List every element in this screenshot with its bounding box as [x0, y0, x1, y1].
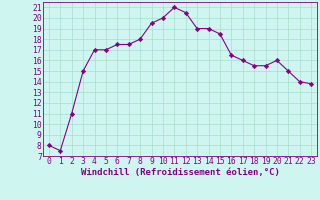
X-axis label: Windchill (Refroidissement éolien,°C): Windchill (Refroidissement éolien,°C) [81, 168, 279, 177]
